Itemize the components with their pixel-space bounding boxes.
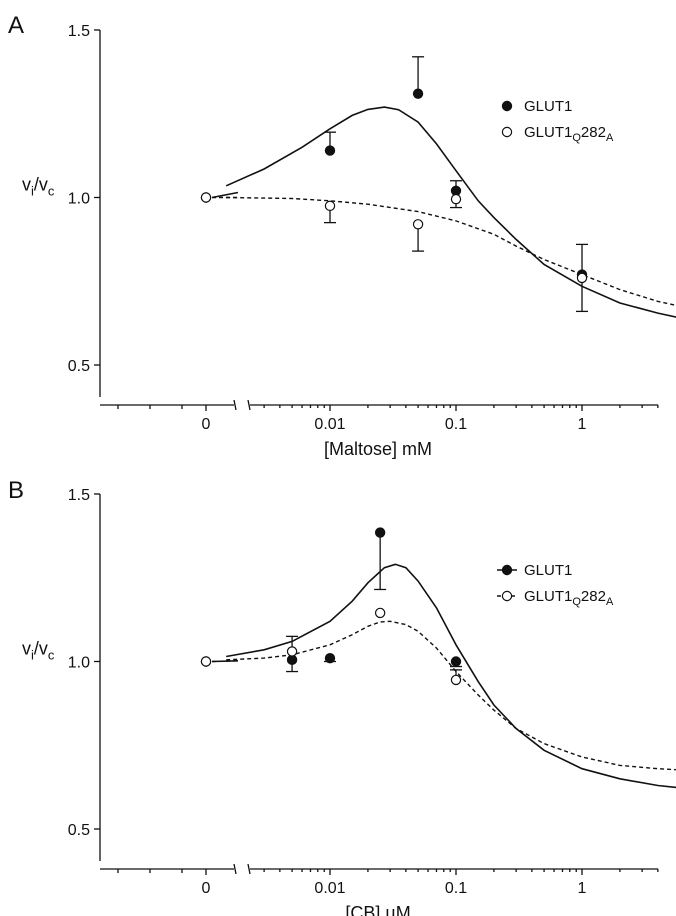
data-point-open (450, 674, 462, 686)
data-point-filled (374, 527, 386, 538)
legend-marker (501, 590, 513, 602)
axis-break-mark (233, 399, 237, 411)
y-axis-label: vi/vc (22, 639, 55, 663)
y-tick-label: 1.5 (68, 23, 90, 40)
fit-curve (226, 563, 676, 789)
x-tick-label: 0.1 (445, 416, 467, 433)
y-tick-label: 0.5 (68, 358, 90, 375)
x-tick-label: 0 (202, 416, 211, 433)
data-point-open (200, 656, 212, 667)
fit-curve (226, 620, 676, 771)
data-point-filled (412, 88, 424, 99)
data-point-filled (450, 656, 462, 667)
x-axis-label: [Maltose] mM (324, 439, 432, 459)
data-point-filled (324, 145, 336, 156)
y-axis-label: vi/vc (22, 175, 55, 199)
x-tick-label: 0.01 (314, 880, 345, 897)
legend-marker (501, 126, 513, 138)
legend-marker (501, 564, 513, 576)
y-tick-label: 1.0 (68, 191, 90, 208)
zero-segment (211, 191, 239, 199)
axis-break-mark (233, 863, 237, 875)
data-point-filled (324, 652, 336, 664)
data-point-open (324, 200, 336, 212)
x-tick-label: 0.1 (445, 880, 467, 897)
x-tick-label: 1 (578, 880, 587, 897)
legend-marker (501, 100, 513, 112)
x-axis-label: [CB] µM (345, 903, 410, 916)
panel-letter: B (8, 477, 24, 504)
axis-break-mark (247, 863, 251, 875)
y-tick-label: 1.0 (68, 655, 90, 672)
x-tick-label: 1 (578, 416, 587, 433)
y-tick-label: 1.5 (68, 487, 90, 504)
data-point-open (412, 219, 424, 230)
zero-segment (211, 660, 239, 663)
legend-label: GLUT1Q282A (524, 588, 614, 608)
data-point-open (200, 192, 212, 203)
legend-label: GLUT1 (524, 562, 572, 579)
data-point-open (450, 193, 462, 205)
legend-label: GLUT1 (524, 98, 572, 115)
x-tick-label: 0.01 (314, 416, 345, 433)
panel-letter: A (8, 12, 24, 39)
legend-label: GLUT1Q282A (524, 124, 614, 144)
x-tick-label: 0 (202, 880, 211, 897)
axis-break-mark (247, 399, 251, 411)
fit-curve (226, 196, 676, 307)
data-point-open (576, 272, 588, 284)
data-point-open (286, 646, 298, 657)
fit-curve (225, 106, 676, 318)
y-tick-label: 0.5 (68, 822, 90, 839)
data-point-open (374, 607, 386, 619)
